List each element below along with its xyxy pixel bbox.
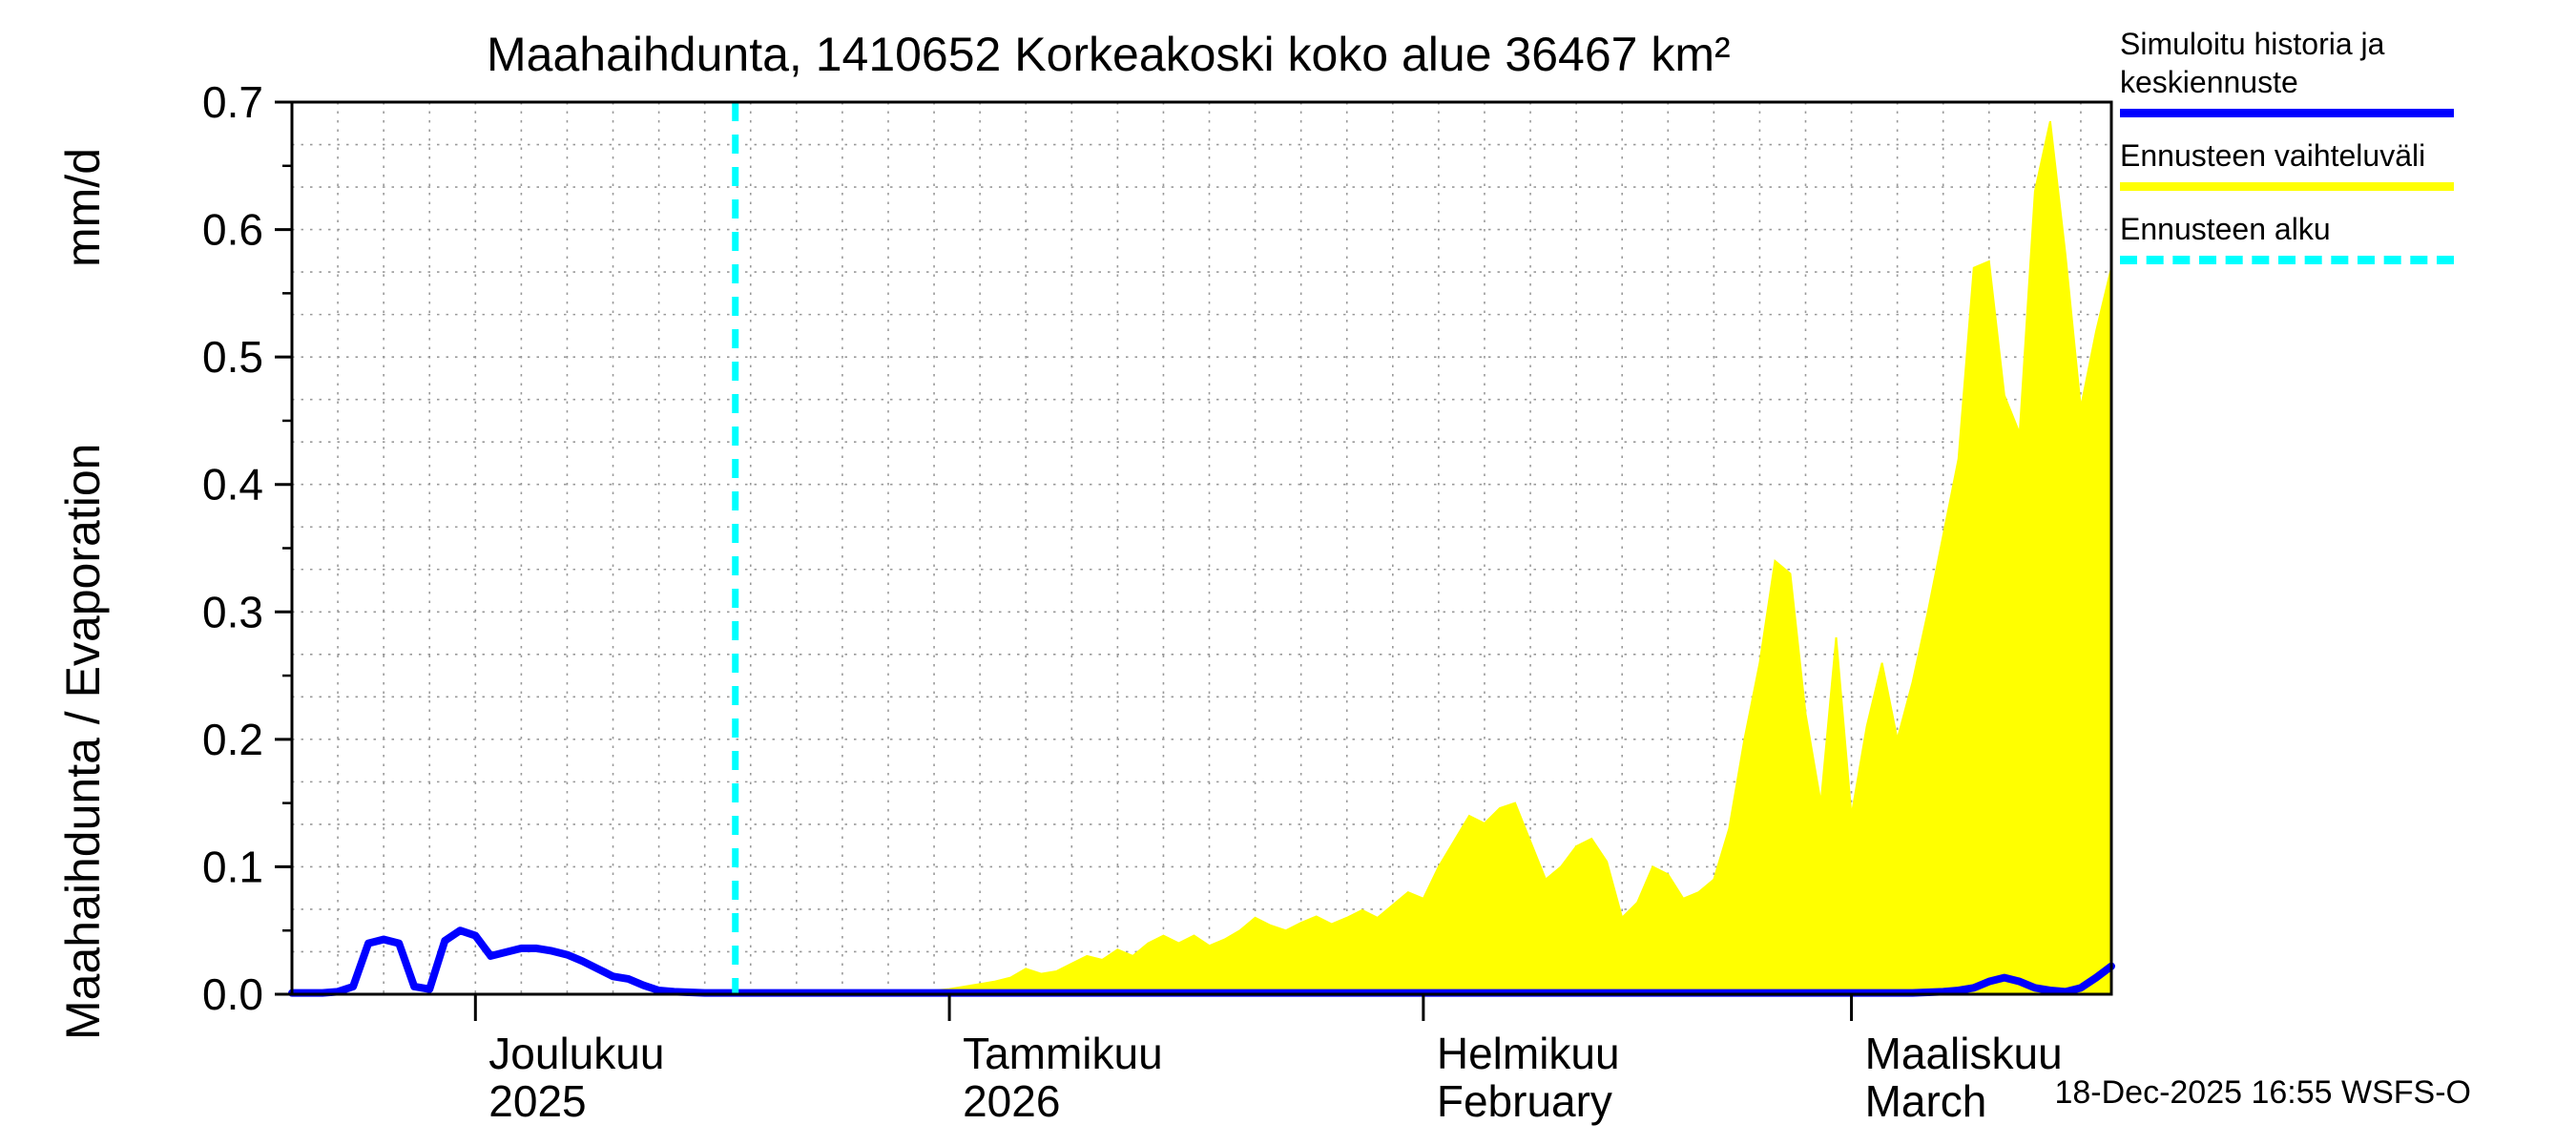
y-tick-labels: 0.0 0.1 0.2 0.3 0.4 0.5 0.6 0.7 [202,77,263,1019]
forecast-range-area [735,120,2112,995]
month-sublabel: March [1865,1076,1987,1126]
y-tick-label: 0.1 [202,842,263,891]
legend-entry-history: Simuloitu historia ja keskiennuste [2120,25,2454,117]
legend: Simuloitu historia ja keskiennuste Ennus… [2120,25,2454,283]
timestamp: 18-Dec-2025 16:55 WSFS-O [2054,1074,2471,1111]
y-tick-label: 0.3 [202,587,263,636]
legend-label-forecast-start: Ennusteen alku [2120,212,2331,246]
y-tick-label: 0.7 [202,77,263,127]
month-sublabel: 2025 [488,1076,586,1126]
legend-entry-forecast-range: Ennusteen vaihteluväli [2120,136,2454,191]
month-label: Tammikuu [963,1029,1163,1078]
month-sublabel: February [1437,1076,1612,1126]
y-tick-label: 0.6 [202,205,263,255]
legend-label-forecast-range: Ennusteen vaihteluväli [2120,138,2426,173]
history-forecast-line [288,926,2115,997]
legend-label-history: Simuloitu historia ja keskiennuste [2120,27,2385,99]
chart-title: Maahaihdunta, 1410652 Korkeakoski koko a… [487,28,1731,81]
y-tick-label: 0.4 [202,460,263,510]
month-label: Joulukuu [488,1029,664,1078]
y-tick-label: 0.0 [202,969,263,1019]
legend-swatch-history-line [2120,109,2454,117]
month-label: Maaliskuu [1865,1029,2063,1078]
month-sublabel: 2026 [963,1076,1060,1126]
legend-swatch-forecast-start-line [2120,256,2454,264]
month-label: Helmikuu [1437,1029,1620,1078]
axis-ticks [275,100,1854,1021]
y-tick-label: 0.2 [202,715,263,764]
y-tick-label: 0.5 [202,332,263,382]
legend-swatch-forecast-range-line [2120,182,2454,191]
legend-entry-forecast-start: Ennusteen alku [2120,210,2454,264]
